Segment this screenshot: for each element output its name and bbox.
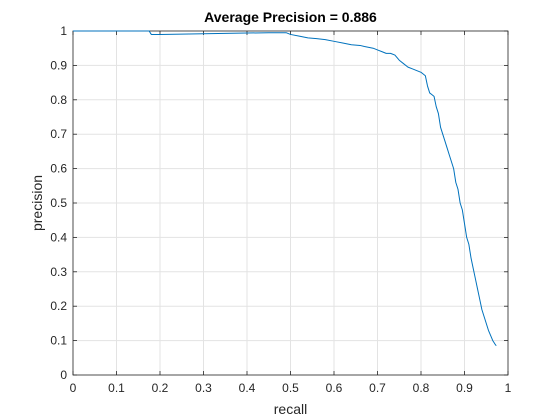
x-tick-label: 0.9 (456, 381, 473, 395)
x-axis-tick-labels: 0 0.1 0.2 0.3 0.4 0.5 0.6 0.7 0.8 0.9 1 (70, 381, 512, 395)
y-axis-tick-labels: 0 0.1 0.2 0.3 0.4 0.5 0.6 0.7 0.8 0.9 1 (50, 24, 67, 382)
y-tick-label: 0.2 (50, 299, 67, 313)
x-tick-label: 0.8 (413, 381, 430, 395)
y-tick-label: 0.6 (50, 162, 67, 176)
x-axis-title: recall (274, 401, 307, 417)
x-tick-label: 0.2 (152, 381, 169, 395)
x-tick-label: 0.4 (239, 381, 256, 395)
y-tick-label: 0.4 (50, 230, 67, 244)
y-tick-label: 0 (60, 368, 67, 382)
x-tick-label: 1 (505, 381, 512, 395)
axis-ticks (72, 30, 509, 376)
y-tick-label: 0.7 (50, 127, 67, 141)
y-tick-label: 1 (60, 24, 67, 38)
chart-title: Average Precision = 0.886 (204, 9, 377, 25)
x-tick-label: 0.7 (369, 381, 386, 395)
y-tick-label: 0.5 (50, 196, 67, 210)
y-axis-title: precision (29, 175, 45, 231)
grid (72, 30, 509, 376)
x-tick-label: 0.1 (108, 381, 125, 395)
y-tick-label: 0.9 (50, 58, 67, 72)
x-tick-label: 0.5 (282, 381, 299, 395)
y-tick-label: 0.3 (50, 265, 67, 279)
pr-curve-line (73, 30, 497, 347)
series-layer (73, 30, 497, 347)
x-tick-label: 0 (70, 381, 77, 395)
y-tick-label: 0.8 (50, 93, 67, 107)
x-tick-label: 0.3 (195, 381, 212, 395)
y-tick-label: 0.1 (50, 334, 67, 348)
x-tick-label: 0.6 (326, 381, 343, 395)
